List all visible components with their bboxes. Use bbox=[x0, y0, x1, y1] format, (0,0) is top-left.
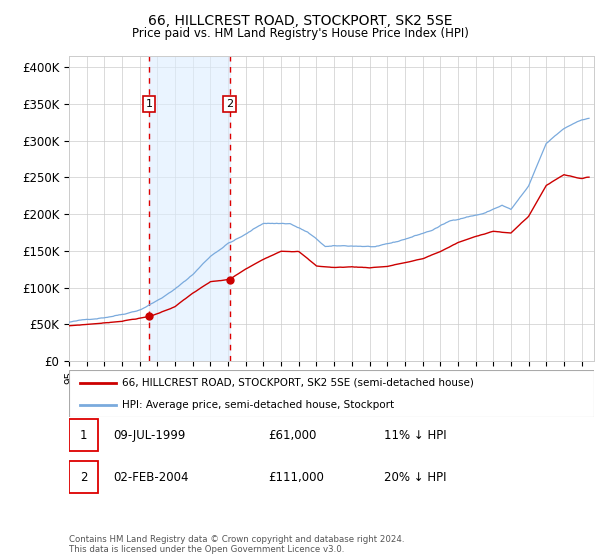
Text: 66, HILLCREST ROAD, STOCKPORT, SK2 5SE: 66, HILLCREST ROAD, STOCKPORT, SK2 5SE bbox=[148, 14, 452, 28]
Text: 02-FEB-2004: 02-FEB-2004 bbox=[113, 471, 189, 484]
Text: 2: 2 bbox=[226, 99, 233, 109]
Text: 66, HILLCREST ROAD, STOCKPORT, SK2 5SE (semi-detached house): 66, HILLCREST ROAD, STOCKPORT, SK2 5SE (… bbox=[121, 378, 473, 388]
FancyBboxPatch shape bbox=[69, 461, 98, 493]
Text: 20% ↓ HPI: 20% ↓ HPI bbox=[384, 471, 446, 484]
FancyBboxPatch shape bbox=[69, 370, 594, 417]
Text: Price paid vs. HM Land Registry's House Price Index (HPI): Price paid vs. HM Land Registry's House … bbox=[131, 27, 469, 40]
FancyBboxPatch shape bbox=[69, 419, 98, 451]
Text: Contains HM Land Registry data © Crown copyright and database right 2024.
This d: Contains HM Land Registry data © Crown c… bbox=[69, 535, 404, 554]
Text: £111,000: £111,000 bbox=[269, 471, 325, 484]
Text: 09-JUL-1999: 09-JUL-1999 bbox=[113, 429, 186, 442]
Text: 1: 1 bbox=[145, 99, 152, 109]
Text: 11% ↓ HPI: 11% ↓ HPI bbox=[384, 429, 446, 442]
Text: £61,000: £61,000 bbox=[269, 429, 317, 442]
Text: 2: 2 bbox=[80, 471, 87, 484]
Bar bbox=[149, 56, 230, 361]
Text: HPI: Average price, semi-detached house, Stockport: HPI: Average price, semi-detached house,… bbox=[121, 400, 394, 410]
Text: 1: 1 bbox=[80, 429, 87, 442]
